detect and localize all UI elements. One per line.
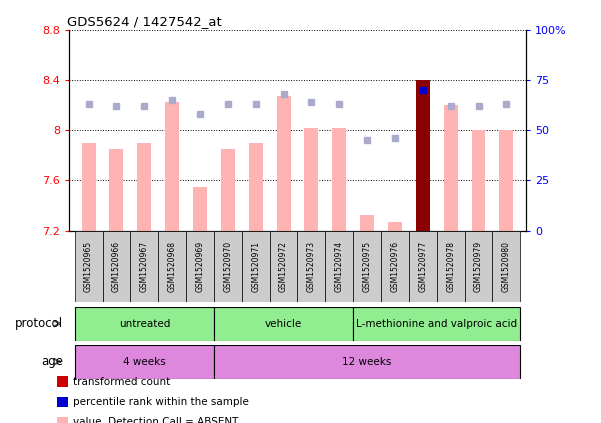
Bar: [242, 231, 270, 302]
Bar: [381, 231, 409, 302]
Text: GSM1520979: GSM1520979: [474, 241, 483, 292]
Bar: [325, 231, 353, 302]
Text: percentile rank within the sample: percentile rank within the sample: [73, 397, 249, 407]
Bar: [360, 215, 374, 231]
Text: value, Detection Call = ABSENT: value, Detection Call = ABSENT: [73, 417, 239, 423]
Bar: [465, 231, 492, 302]
Text: GSM1520972: GSM1520972: [279, 241, 288, 292]
Text: GSM1520978: GSM1520978: [446, 241, 455, 292]
Bar: [130, 231, 158, 302]
Bar: [214, 345, 520, 379]
Bar: [444, 105, 457, 231]
Text: GSM1520968: GSM1520968: [168, 241, 177, 292]
Bar: [270, 231, 297, 302]
Bar: [221, 149, 235, 231]
Bar: [82, 143, 96, 231]
Bar: [214, 231, 242, 302]
Bar: [409, 231, 437, 302]
Text: GSM1520976: GSM1520976: [391, 241, 400, 292]
Text: GSM1520980: GSM1520980: [502, 241, 511, 292]
Bar: [416, 80, 430, 231]
Bar: [75, 345, 214, 379]
Bar: [186, 231, 214, 302]
Bar: [103, 231, 130, 302]
Text: 4 weeks: 4 weeks: [123, 357, 166, 367]
Bar: [214, 307, 353, 341]
Text: untreated: untreated: [118, 319, 170, 329]
Text: GSM1520973: GSM1520973: [307, 241, 316, 292]
Bar: [297, 231, 325, 302]
Text: GSM1520965: GSM1520965: [84, 241, 93, 292]
Bar: [388, 222, 402, 231]
Text: age: age: [41, 355, 63, 368]
Text: 12 weeks: 12 weeks: [343, 357, 392, 367]
Bar: [499, 130, 513, 231]
Bar: [75, 307, 214, 341]
Bar: [353, 231, 381, 302]
Text: GSM1520971: GSM1520971: [251, 241, 260, 292]
Bar: [492, 231, 520, 302]
Bar: [353, 307, 520, 341]
Bar: [165, 102, 179, 231]
Bar: [249, 143, 263, 231]
Bar: [109, 149, 123, 231]
Bar: [472, 130, 486, 231]
Bar: [276, 96, 290, 231]
Text: transformed count: transformed count: [73, 376, 171, 387]
Bar: [305, 128, 319, 231]
Bar: [158, 231, 186, 302]
Bar: [193, 187, 207, 231]
Text: protocol: protocol: [15, 317, 63, 330]
Text: GSM1520975: GSM1520975: [362, 241, 371, 292]
Text: GSM1520967: GSM1520967: [140, 241, 149, 292]
Text: GSM1520966: GSM1520966: [112, 241, 121, 292]
Text: vehicle: vehicle: [265, 319, 302, 329]
Bar: [437, 231, 465, 302]
Text: GDS5624 / 1427542_at: GDS5624 / 1427542_at: [67, 16, 222, 28]
Bar: [75, 231, 103, 302]
Text: GSM1520977: GSM1520977: [418, 241, 427, 292]
Bar: [138, 143, 151, 231]
Text: L-methionine and valproic acid: L-methionine and valproic acid: [356, 319, 517, 329]
Text: GSM1520969: GSM1520969: [195, 241, 204, 292]
Text: GSM1520970: GSM1520970: [224, 241, 233, 292]
Text: GSM1520974: GSM1520974: [335, 241, 344, 292]
Bar: [332, 128, 346, 231]
